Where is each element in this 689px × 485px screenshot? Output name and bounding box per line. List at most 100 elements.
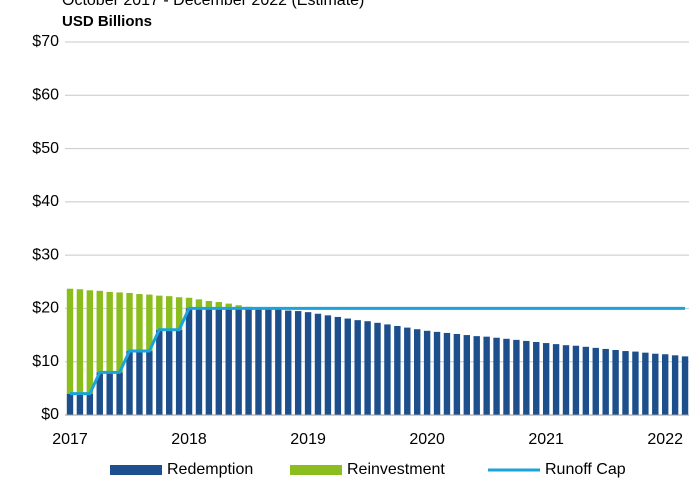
bar-segment [275, 309, 282, 415]
bar-segment [642, 352, 649, 415]
bar-segment [384, 324, 391, 415]
bar-segment [66, 393, 74, 415]
bar-segment [225, 308, 232, 415]
x-tick-label: 2017 [52, 431, 88, 448]
bar-segment [443, 332, 451, 415]
bar-segment [185, 297, 193, 309]
bar-segment [602, 348, 609, 415]
line-series [70, 306, 686, 396]
bar-segment [562, 345, 570, 415]
bar-segment [76, 289, 84, 394]
bar-segment [493, 337, 500, 415]
x-tick-label: 2018 [171, 431, 207, 448]
bar-segment [513, 339, 520, 415]
bar-segment [304, 312, 312, 415]
legend-label: Redemption [167, 461, 253, 478]
bar-segment [364, 321, 371, 415]
bar-segment [681, 356, 689, 415]
bar-segment [126, 351, 133, 415]
bar-segment [423, 330, 431, 415]
x-tick-label: 2020 [409, 431, 445, 448]
bar-segment [612, 349, 619, 415]
bar-segment [106, 291, 113, 373]
y-tick-label: $50 [32, 140, 59, 157]
bar-segment [156, 329, 163, 415]
bar-segment [195, 299, 203, 309]
bar-segment [136, 294, 143, 352]
bar-segment [265, 308, 272, 415]
bar-segment [334, 316, 342, 415]
bar-segment [533, 341, 540, 415]
bar-segment [225, 303, 232, 309]
bar-segment [652, 353, 659, 415]
y-tick-label: $20 [32, 300, 59, 317]
bar-segment [374, 322, 381, 415]
bar-segment [96, 372, 103, 415]
bar-segment [324, 315, 332, 415]
bar-segment [473, 336, 480, 415]
bar-segment [96, 290, 103, 373]
y-axis-label: USD Billions [62, 13, 152, 30]
legend-swatch [110, 465, 162, 475]
bar-segment [106, 372, 113, 415]
bar-segment [542, 343, 550, 415]
bar-segment [166, 296, 173, 330]
bar-segment [294, 311, 302, 415]
bar-segment [552, 344, 560, 415]
bar-segment [235, 308, 242, 415]
bar-segment [235, 305, 242, 309]
bar-segment [671, 355, 679, 415]
bar-segment [582, 346, 590, 415]
bar-segment [205, 300, 213, 309]
bar-segment [404, 327, 411, 415]
bar-segment [503, 338, 510, 415]
y-tick-label: $10 [32, 353, 59, 370]
bar-segment [175, 297, 183, 330]
y-tick-label: $70 [32, 33, 59, 50]
bar-segment [66, 288, 74, 394]
bar-segment [126, 292, 133, 352]
bar-segment [285, 310, 292, 415]
bar-segment [86, 290, 94, 394]
bar-segment [314, 313, 322, 415]
bar-segment [344, 318, 351, 415]
bar-segment [662, 354, 669, 415]
legend-swatch [290, 465, 342, 475]
bar-segment [86, 393, 94, 415]
legend-label: Runoff Cap [545, 461, 626, 478]
y-tick-label: $30 [32, 246, 59, 263]
bar-segment [592, 347, 599, 415]
bar-segment [215, 302, 222, 309]
bar-segment [146, 351, 153, 415]
chart-subtitle: October 2017 - December 2022 (Estimate) [62, 0, 364, 9]
y-tick-label: $0 [41, 406, 59, 423]
bar-segment [146, 294, 153, 352]
legend-label: Reinvestment [347, 461, 445, 478]
bar-segment [572, 345, 580, 415]
bar-segment [136, 351, 143, 415]
bar-segment [185, 308, 193, 415]
bar-segment [195, 308, 203, 415]
y-tick-label: $60 [32, 87, 59, 104]
bar-segment [483, 336, 490, 415]
bar-segment [156, 295, 163, 330]
bar-segment [76, 393, 84, 415]
x-tick-label: 2019 [290, 431, 326, 448]
bar-segment [622, 351, 629, 415]
bar-segment [463, 335, 470, 415]
bar-segment [453, 334, 461, 415]
bar-segment [354, 320, 361, 415]
bar-segment [245, 308, 252, 415]
bar-segment [215, 308, 222, 415]
bar-segment [433, 331, 441, 415]
x-tick-label: 2021 [528, 431, 564, 448]
bar-segment [523, 340, 530, 415]
bar-segment [116, 372, 123, 415]
x-tick-label: 2022 [647, 431, 683, 448]
y-tick-label: $40 [32, 193, 59, 210]
bar-segment [632, 351, 639, 415]
bar-segment [394, 326, 401, 415]
bar-segment [166, 329, 173, 415]
bar-segment [414, 329, 421, 415]
